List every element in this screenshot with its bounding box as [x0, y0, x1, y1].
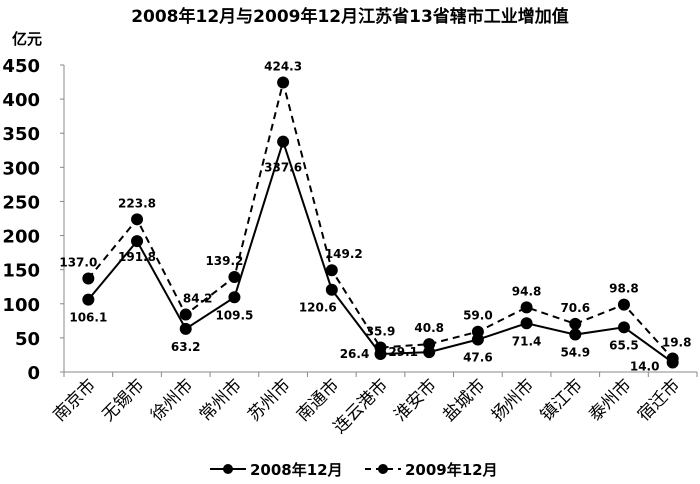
data-label: 19.8 [662, 335, 692, 349]
y-tick-label: 150 [2, 261, 40, 282]
y-tick-label: 350 [2, 124, 40, 145]
data-label: 120.6 [299, 301, 337, 315]
data-point [520, 317, 533, 330]
x-tick-label: 泰州市 [585, 375, 635, 425]
data-point [325, 264, 338, 277]
legend-label: 2009年12月 [405, 461, 498, 479]
x-tick-label: 苏州市 [244, 375, 294, 425]
data-label: 14.0 [630, 359, 660, 373]
y-tick-label: 200 [2, 227, 40, 248]
x-tick-label: 宿迁市 [634, 375, 684, 425]
x-tick-label: 常州市 [196, 375, 246, 425]
x-tick-label: 镇江市 [537, 375, 587, 425]
y-tick-label: 50 [15, 329, 40, 350]
data-label: 35.9 [366, 325, 396, 339]
data-point [569, 317, 582, 330]
data-label: 47.6 [463, 351, 493, 365]
data-label: 54.9 [560, 346, 590, 360]
data-point [82, 293, 95, 306]
data-label: 191.8 [118, 250, 156, 264]
data-point [179, 308, 192, 321]
data-label: 40.8 [414, 321, 444, 335]
data-label: 59.0 [463, 309, 493, 323]
data-label: 149.2 [325, 247, 363, 261]
data-point [131, 235, 144, 248]
data-point [179, 322, 192, 335]
data-label: 106.1 [69, 311, 107, 325]
data-label: 84.2 [183, 292, 213, 306]
data-point [617, 321, 630, 334]
data-point [277, 135, 290, 148]
x-tick-label: 连云港市 [330, 375, 392, 437]
data-point [617, 298, 630, 311]
x-tick-label: 南京市 [50, 375, 100, 425]
y-tick-label: 300 [2, 158, 40, 179]
data-point [423, 338, 436, 351]
data-point [471, 325, 484, 338]
data-label: 337.6 [264, 161, 302, 175]
data-point [228, 291, 241, 304]
y-tick-label: 400 [2, 90, 40, 111]
y-tick-label: 100 [2, 295, 40, 316]
data-label: 71.4 [512, 334, 542, 348]
data-point [520, 301, 533, 314]
data-point [569, 328, 582, 341]
data-label: 139.2 [205, 254, 243, 268]
data-point [374, 341, 387, 354]
chart-title: 2008年12月与2009年12月江苏省13省辖市工业增加值 [131, 6, 569, 27]
legend-marker [223, 464, 233, 474]
data-point [131, 213, 144, 226]
data-label: 109.5 [215, 308, 253, 322]
data-label: 65.5 [609, 338, 639, 352]
data-label: 137.0 [59, 256, 97, 270]
data-label: 94.8 [512, 284, 542, 298]
data-label: 29.1 [388, 345, 418, 359]
x-tick-label: 淮安市 [391, 375, 441, 425]
x-tick-label: 无锡市 [98, 375, 148, 425]
x-tick-label: 扬州市 [488, 375, 538, 425]
data-point [277, 76, 290, 89]
data-label: 98.8 [609, 282, 639, 296]
x-tick-label: 徐州市 [147, 375, 197, 425]
legend-marker [378, 464, 388, 474]
data-label: 70.6 [560, 301, 590, 315]
y-tick-label: 450 [2, 56, 40, 77]
data-point [325, 283, 338, 296]
data-label: 63.2 [171, 340, 201, 354]
data-label: 26.4 [340, 347, 370, 361]
data-label: 223.8 [118, 196, 156, 210]
data-point [82, 272, 95, 285]
legend-label: 2008年12月 [250, 461, 343, 479]
y-tick-label: 250 [2, 192, 40, 213]
x-tick-label: 盐城市 [439, 375, 489, 425]
data-point [228, 271, 241, 284]
series-line-1 [87, 82, 674, 360]
data-label: 424.3 [264, 60, 302, 74]
y-tick-label: 0 [27, 363, 40, 384]
y-axis-label: 亿元 [12, 30, 42, 48]
legend: 2008年12月 2009年12月 [210, 461, 498, 479]
data-point [666, 352, 679, 365]
